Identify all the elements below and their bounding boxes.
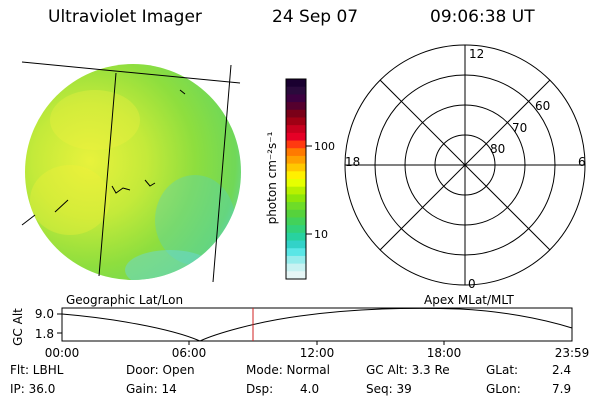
geographic-label: Geographic Lat/Lon — [66, 293, 183, 307]
colorbar-segment — [286, 232, 306, 242]
mode-info: Mode: Normal — [246, 363, 330, 377]
polar-grid — [344, 44, 586, 286]
colorbar-segment — [286, 186, 306, 195]
filter-info: Flt: LBHL — [10, 363, 64, 377]
colorbar-segment — [286, 240, 306, 249]
glat-label: GLat: — [486, 363, 519, 377]
colorbar-segment — [286, 255, 306, 265]
colorbar-segment — [286, 217, 306, 226]
mlat-label-80: 80 — [490, 142, 505, 156]
colorbar-segment — [286, 202, 306, 211]
observation-date: 24 Sep 07 — [272, 7, 359, 27]
colorbar-segment — [286, 109, 306, 119]
colorbar-segment — [286, 271, 306, 280]
dsp-value: 4.0 — [300, 382, 320, 396]
colorbar-segment — [286, 94, 306, 103]
colorbar-segment — [286, 125, 306, 134]
mlat-label-70: 70 — [512, 121, 527, 135]
time-tick-label-0000: 00:00 — [45, 346, 80, 360]
colorbar-segment — [286, 248, 306, 257]
colorbar-segment — [286, 209, 306, 219]
colorbar-segment — [286, 155, 306, 165]
door-info: Door: Open — [126, 363, 195, 377]
colorbar-segment — [286, 171, 306, 180]
colorbar-segment — [286, 225, 306, 234]
colorbar-segment — [286, 117, 306, 126]
time-tick-label-0600: 06:00 — [172, 346, 207, 360]
geographic-grid — [21, 61, 241, 283]
imager-disk — [25, 64, 241, 280]
mlat-label-60: 60 — [535, 99, 550, 113]
mlt-label-18: 18 — [345, 155, 360, 169]
instrument-title: Ultraviolet Imager — [48, 7, 202, 27]
colorbar-segment — [286, 140, 306, 149]
glon-label: GLon: — [486, 382, 521, 396]
alt-tick-label-high: 9.0 — [35, 307, 54, 321]
colorbar-segment — [286, 179, 306, 188]
colorbar-segment — [286, 79, 306, 88]
colorbar-unit-label: photon cm⁻²s⁻¹ — [265, 131, 279, 224]
colorbar-segment — [286, 263, 306, 272]
apex-label: Apex MLat/MLT — [424, 293, 514, 307]
ip-info: IP: 36.0 — [10, 382, 56, 396]
mlt-label-6: 6 — [578, 155, 586, 169]
colorbar-tick-label-100: 100 — [314, 140, 335, 153]
glon-value: 7.9 — [552, 382, 572, 396]
time-tick-label-1200: 12:00 — [300, 346, 335, 360]
colorbar-segment — [286, 163, 306, 172]
alt-tick-label-low: 1.8 — [35, 327, 54, 341]
altitude-plot — [57, 307, 573, 345]
colorbar-frame — [285, 78, 307, 280]
colorbar-segment — [286, 194, 306, 203]
observation-time: 09:06:38 UT — [430, 7, 535, 27]
dsp-label: Dsp: — [246, 382, 274, 396]
colorbar-segment — [286, 86, 306, 95]
seq-info: Seq: 39 — [366, 382, 412, 396]
colorbar-segment — [286, 132, 306, 142]
time-tick-label-1800: 18:00 — [427, 346, 462, 360]
colorbar — [286, 79, 306, 280]
colorbar-tick-label-10: 10 — [314, 228, 328, 241]
colorbar-segment — [286, 148, 306, 157]
glat-value: 2.4 — [552, 363, 572, 377]
mlt-label-12: 12 — [469, 47, 484, 61]
colorbar-segment — [286, 102, 306, 111]
time-tick-label-2359: 23:59 — [555, 346, 590, 360]
altitude-axis-title: GC Alt — [11, 308, 25, 346]
altitude-curve — [61, 307, 573, 342]
gc-alt-info: GC Alt: 3.3 Re — [366, 363, 450, 377]
mlt-label-0: 0 — [468, 277, 476, 291]
gain-info: Gain: 14 — [126, 382, 177, 396]
